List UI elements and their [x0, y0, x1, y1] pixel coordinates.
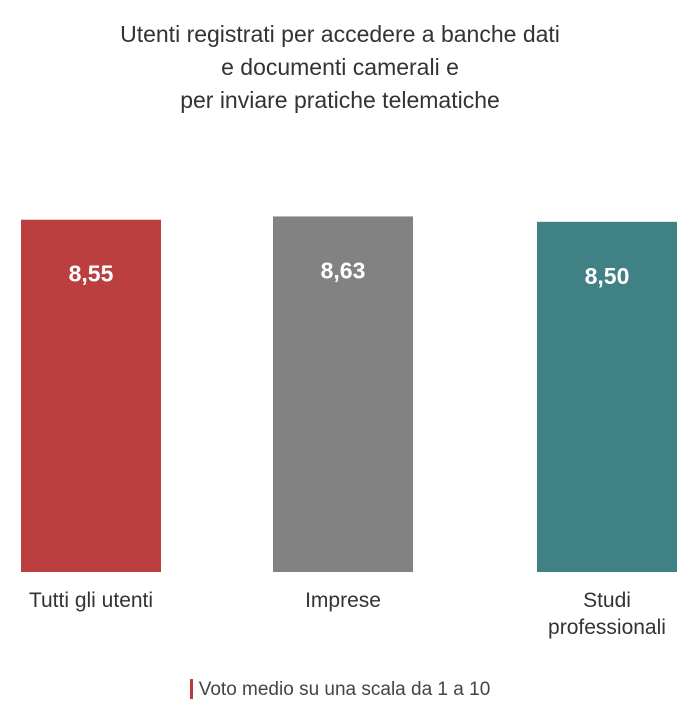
value-label-studi-professionali: 8,50 — [585, 263, 630, 289]
category-label-tutti-gli-utenti: Tutti gli utenti — [29, 589, 153, 612]
chart-title-line-2: e documenti camerali e — [221, 54, 459, 80]
chart-title: Utenti registrati per accedere a banche … — [0, 18, 680, 117]
bar-tutti-gli-utenti — [21, 219, 161, 573]
bar-imprese — [273, 216, 413, 572]
footnote-text: Voto medio su una scala da 1 a 10 — [198, 679, 491, 700]
category-label-imprese: Imprese — [305, 589, 381, 612]
category-label-studi-professionali-line-2: professionali — [548, 616, 666, 639]
footnote-marker — [189, 679, 193, 699]
footnote: Voto medio su una scala da 1 a 10 — [0, 679, 680, 701]
category-label-studi-professionali-line-1: Studi — [583, 589, 631, 612]
value-label-tutti-gli-utenti: 8,55 — [69, 261, 114, 287]
chart-title-line-3: per inviare pratiche telematiche — [180, 87, 500, 113]
value-label-imprese: 8,63 — [321, 257, 366, 283]
chart-title-line-1: Utenti registrati per accedere a banche … — [120, 21, 560, 47]
bar-studi-professionali — [537, 221, 677, 573]
